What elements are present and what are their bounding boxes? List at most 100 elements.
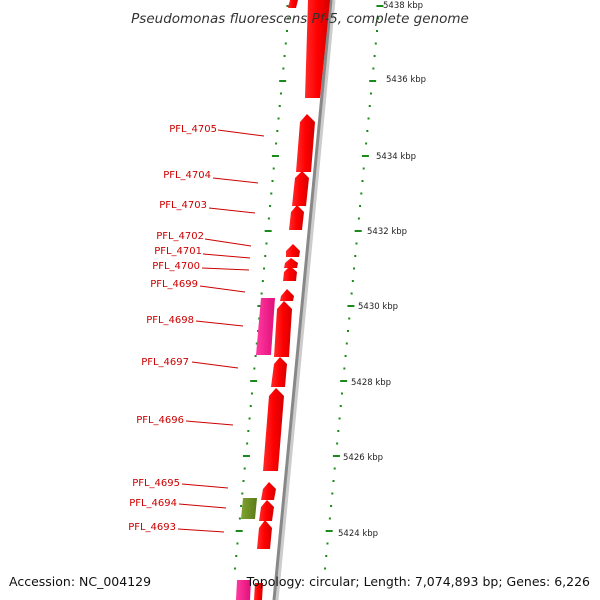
gene-feature-bottom-pink[interactable] (236, 580, 251, 600)
scale-tick-dot (275, 142, 278, 145)
gene-feature-pfl-4699[interactable] (280, 289, 294, 301)
gene-label-group[interactable]: PFL_4698 (146, 315, 244, 327)
gene-feature-pfl-4694[interactable] (241, 498, 257, 519)
gene-label-group[interactable]: PFL_4693 (128, 522, 225, 533)
gene-label-pfl-4697[interactable]: PFL_4697 (141, 357, 189, 368)
scale-tick-dot (353, 267, 356, 270)
gene-feature-bottom-red[interactable] (254, 583, 263, 600)
gene-feature-top[interactable] (288, 0, 330, 98)
scale-tick-dot (283, 55, 286, 57)
gene-label-group[interactable]: PFL_4699 (150, 279, 246, 293)
scale-tick-dot (326, 542, 329, 545)
kbp-label: 5438 kbp (383, 1, 423, 11)
gene-label-group[interactable]: PFL_4703 (159, 200, 256, 214)
scale-tick-dot (340, 392, 343, 395)
gene-feature-pfl-4705[interactable] (296, 114, 315, 172)
scale-tick-dot (330, 505, 333, 507)
scale-tick-dot (369, 92, 372, 95)
gene-label-group[interactable]: PFL_4704 (163, 170, 259, 184)
scale-tick-dot (278, 105, 281, 107)
gene-label-pfl-4693[interactable]: PFL_4693 (128, 522, 176, 533)
gene-feature-pfl-4693[interactable] (257, 520, 272, 549)
gene-feature-pfl-4695[interactable] (261, 482, 276, 500)
scale-tick-dot (267, 217, 270, 220)
scale-tick-dot (286, 30, 289, 32)
gene-feature-pfl-4701[interactable] (284, 258, 298, 268)
gene-label-pfl-4702[interactable]: PFL_4702 (156, 231, 204, 242)
gene-label-group[interactable]: PFL_4702 (156, 231, 252, 247)
scale-tick-dot (324, 567, 327, 570)
gene-label-group[interactable]: PFL_4695 (132, 478, 229, 489)
scale-tick-dot (236, 542, 239, 545)
scale-tick-dot (333, 467, 336, 470)
scale-tick-dot (345, 342, 348, 345)
gene-label-group[interactable]: PFL_4696 (136, 415, 234, 426)
gene-label-pfl-4705[interactable]: PFL_4705 (169, 124, 217, 135)
scale-tick-dot (263, 267, 266, 270)
gene-feature-pfl-4703[interactable] (289, 205, 304, 230)
scale-tick-dot (240, 505, 243, 507)
scale-tick-dot (372, 67, 375, 70)
scale-tick-dot (360, 192, 363, 195)
scale-tick-dot (376, 30, 379, 32)
scale-tick-dot (368, 105, 371, 107)
gene-label-pfl-4694[interactable]: PFL_4694 (129, 498, 177, 509)
gene-label-group[interactable]: PFL_4697 (141, 357, 239, 369)
scale-tick-dot (249, 405, 252, 407)
scale-tick-dot (351, 280, 354, 282)
gene-feature-pfl-4704[interactable] (292, 171, 309, 206)
scale-tick-dot (276, 130, 279, 132)
kbp-label: 5424 kbp (338, 529, 378, 539)
genome-title: Pseudomonas fluorescens Pf-5, complete g… (131, 11, 469, 27)
scale-tick-dot (272, 167, 275, 170)
gene-feature-pfl-4698[interactable] (256, 298, 275, 355)
scale-tick-dot (344, 355, 347, 357)
scale-tick-dot (377, 17, 380, 20)
gene-feature-pfl-4700[interactable] (283, 266, 297, 281)
gene-feature-pfl-4697[interactable] (271, 357, 287, 387)
scale-tick-dot (243, 467, 246, 470)
scale-tick-dot (247, 430, 250, 432)
kbp-scale-labels: 5438 kbp 5436 kbp 5434 kbp 5432 kbp 5430… (338, 1, 426, 539)
outer-tick-track (324, 5, 384, 570)
scale-tick-dot (337, 430, 340, 432)
gene-label-pfl-4698[interactable]: PFL_4698 (146, 315, 194, 326)
scale-tick-dot (325, 555, 328, 557)
scale-tick-dot (246, 442, 249, 445)
gene-label-pfl-4703[interactable]: PFL_4703 (159, 200, 207, 211)
gene-label-group[interactable]: PFL_4700 (152, 261, 250, 272)
scale-tick-dot (350, 292, 353, 295)
scale-tick-dot (373, 55, 376, 57)
gene-feature-pfl-4698-strand[interactable] (274, 301, 292, 357)
gene-label-group[interactable]: PFL_4701 (154, 246, 251, 259)
gene-label-pfl-4700[interactable]: PFL_4700 (152, 261, 200, 272)
gene-label-pfl-4695[interactable]: PFL_4695 (132, 478, 180, 489)
scale-tick-dot (235, 555, 238, 557)
scale-tick-dot (257, 330, 260, 332)
scale-tick-dot (367, 117, 370, 120)
gene-label-pfl-4704[interactable]: PFL_4704 (163, 170, 211, 181)
gene-label-pfl-4696[interactable]: PFL_4696 (136, 415, 184, 426)
gene-feature-pfl-4702[interactable] (286, 244, 300, 257)
gene-label-group[interactable]: PFL_4694 (129, 498, 227, 509)
gene-label-group[interactable]: PFL_4705 (169, 124, 265, 137)
scale-tick-dot (338, 417, 341, 420)
scale-tick-dot (374, 42, 377, 45)
scale-tick-dot (241, 492, 244, 495)
gene-labels: PFL_4705 PFL_4704 PFL_4703 PFL_4702 PFL_… (128, 124, 265, 533)
genome-summary-text: Topology: circular; Length: 7,074,893 bp… (246, 574, 590, 589)
scale-tick-dot (355, 242, 358, 245)
scale-tick-dot (234, 567, 237, 570)
gene-feature-pfl-4696[interactable] (263, 388, 284, 471)
scale-tick-dot (348, 317, 351, 320)
scale-tick-dot (365, 142, 368, 145)
scale-tick-dot (359, 205, 362, 207)
gene-feature-pfl-4694-strand[interactable] (259, 500, 274, 521)
gene-label-pfl-4699[interactable]: PFL_4699 (150, 279, 198, 290)
scale-tick-dot (354, 255, 357, 257)
scale-tick-dot (250, 392, 253, 395)
scale-tick-dot (362, 167, 365, 170)
gene-label-pfl-4701[interactable]: PFL_4701 (154, 246, 202, 257)
kbp-label: 5432 kbp (367, 227, 407, 237)
